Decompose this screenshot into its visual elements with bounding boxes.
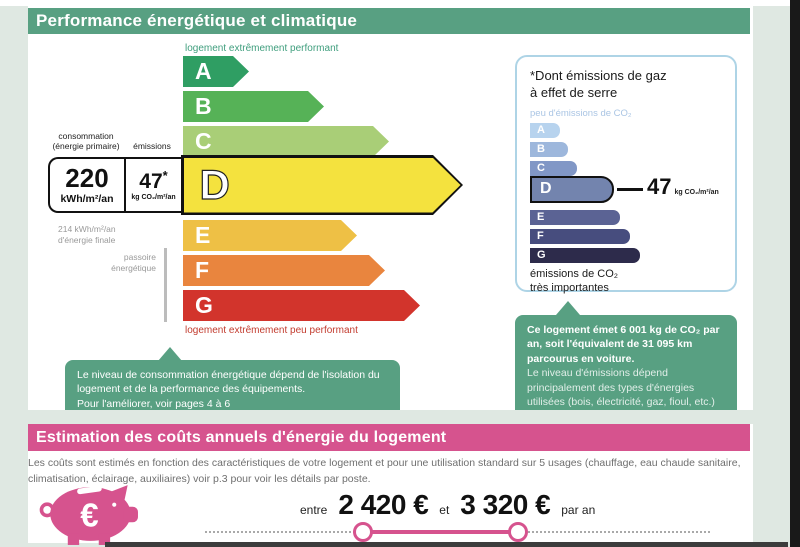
cost-per-label: par an — [561, 503, 596, 517]
piggy-snout — [123, 506, 138, 523]
cost-estimate-row: entre 2 420 € et 3 320 € par an — [300, 489, 595, 521]
scale-bottom-label: logement extrêmement peu performant — [185, 325, 358, 336]
energy-note-pointer — [158, 347, 182, 361]
cost-range-dotted-left — [205, 531, 355, 533]
cost-min-value: 2 420 € — [338, 489, 429, 520]
ges-note-bubble: Ce logement émet 6 001 kg de CO₂ par an,… — [515, 315, 737, 418]
cost-between-label: entre — [300, 503, 328, 517]
scale-top-label: logement extrêmement performant — [185, 43, 339, 54]
cost-range-min-marker — [353, 522, 373, 542]
ges-note-bold: Ce logement émet 6 001 kg de CO₂ par an,… — [527, 324, 720, 365]
section-divider — [0, 410, 790, 424]
right-edge-bar — [790, 0, 800, 547]
rating-value-box: 220 kWh/m²/an 47* kg CO₂/m²/an — [48, 157, 181, 213]
epc-arrow-g: G — [183, 290, 420, 321]
costs-description: Les coûts sont estimés en fonction des c… — [28, 457, 741, 485]
ges-bar-a: A — [530, 123, 560, 138]
piggy-ear — [109, 485, 128, 505]
ges-low-label: peu d'émissions de CO₂ — [530, 108, 632, 119]
ges-high-line1: émissions de CO₂ — [530, 268, 619, 280]
emissions-number: 47 — [139, 170, 163, 193]
epc-arrow-d-fill: D — [184, 158, 461, 213]
cost-range-max-marker — [508, 522, 528, 542]
ges-bar-f: F — [530, 229, 630, 244]
piggy-leg-right — [98, 533, 111, 545]
costs-section-title: Estimation des coûts annuels d'énergie d… — [28, 424, 750, 451]
ges-bar-d-current: D — [530, 176, 614, 203]
sieve-line2: énergétique — [111, 263, 156, 274]
piggy-coin-slot — [77, 485, 102, 495]
emissions-value: 47* — [139, 169, 167, 192]
consumption-column-header: consommation (énergie primaire) — [44, 131, 128, 151]
emissions-asterisk: * — [162, 168, 168, 183]
energy-section-title: Performance énergétique et climatique — [28, 8, 750, 34]
consumption-unit: kWh/m²/an — [60, 193, 114, 205]
bottom-edge-bar — [105, 542, 788, 547]
piggy-bank-icon: € — [39, 485, 138, 545]
epc-arrow-e: E — [183, 220, 357, 251]
ges-note-regular: Le niveau d'émissions dépend principalem… — [527, 367, 715, 409]
emissions-column-header: émissions — [133, 141, 171, 151]
cost-max-value: 3 320 € — [460, 489, 551, 520]
sieve-bracket-line — [164, 248, 167, 322]
consumption-cell: 220 kWh/m²/an — [50, 159, 124, 211]
final-energy-line1: 214 kWh/m²/an — [58, 224, 116, 234]
ges-emissions-box: *Dont émissions de gaz à effet de serre … — [515, 55, 737, 294]
epc-arrow-d-current: D — [181, 155, 463, 215]
final-energy-line2: d'énergie finale — [58, 235, 116, 246]
top-strip — [0, 0, 790, 6]
cost-range-dotted-right — [528, 531, 710, 533]
ges-pointer-line — [617, 188, 643, 191]
piggy-euro-symbol: € — [80, 496, 98, 533]
cost-range-bar — [371, 530, 511, 534]
ges-title-line1: *Dont émissions de gaz — [530, 68, 667, 83]
energy-sieve-label: passoire énergétique — [92, 252, 156, 274]
piggy-body — [50, 487, 131, 541]
ges-bar-b: B — [530, 142, 568, 157]
final-energy-note: 214 kWh/m²/an d'énergie finale — [58, 224, 116, 246]
ges-high-label: émissions de CO₂ très importantes — [530, 267, 618, 296]
energy-note-pages: Pour l'améliorer, voir pages 4 à 6 — [77, 397, 231, 410]
ges-bar-g: G — [530, 248, 640, 263]
energy-note-bubble: Le niveau de consommation énergétique dé… — [65, 360, 400, 420]
ges-bar-e: E — [530, 210, 620, 225]
epc-arrow-a: A — [183, 56, 249, 87]
emissions-unit: kg CO₂/m²/an — [131, 194, 176, 201]
ges-unit: kg CO₂/m²/an — [674, 189, 719, 196]
epc-grade-d-letter: D — [199, 161, 230, 208]
sieve-line1: passoire — [123, 252, 156, 262]
epc-arrow-b: B — [183, 91, 324, 122]
ges-bar-c: C — [530, 161, 577, 176]
ges-title: *Dont émissions de gaz à effet de serre — [530, 68, 667, 102]
ges-high-line2: très importantes — [530, 282, 609, 295]
piggy-eye — [112, 502, 117, 507]
energy-note-text: Le niveau de consommation énergétique dé… — [77, 369, 380, 396]
consumption-header-line2: (énergie primaire) — [52, 141, 120, 152]
ges-value-row: 47 kg CO₂/m²/an — [647, 176, 719, 198]
piggy-leg-left — [67, 533, 80, 545]
epc-arrow-f: F — [183, 255, 385, 286]
consumption-header-line1: consommation — [58, 131, 114, 141]
consumption-value: 220 — [65, 163, 109, 193]
ges-value: 47 — [647, 174, 672, 199]
emissions-cell: 47* kg CO₂/m²/an — [124, 159, 181, 211]
cost-and-label: et — [439, 503, 450, 517]
ges-title-line2: à effet de serre — [530, 84, 618, 100]
ges-note-pointer — [556, 301, 580, 315]
epc-arrow-c: C — [183, 126, 389, 157]
